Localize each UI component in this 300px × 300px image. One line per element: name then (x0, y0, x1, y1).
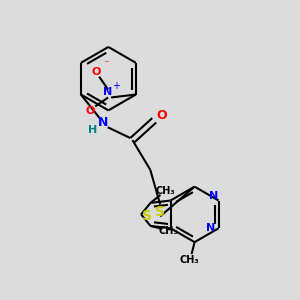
Text: O: O (92, 67, 101, 77)
Text: +: + (112, 81, 120, 91)
Text: N: N (209, 190, 218, 201)
Text: N: N (103, 86, 113, 97)
Text: N: N (98, 116, 108, 129)
Text: H: H (88, 125, 98, 135)
Text: CH₃: CH₃ (156, 186, 175, 196)
Text: S: S (155, 206, 165, 219)
Text: CH₃: CH₃ (180, 255, 200, 265)
Text: ⁻: ⁻ (103, 59, 109, 69)
Text: O: O (85, 106, 95, 116)
Text: CH₃: CH₃ (158, 226, 178, 236)
Text: O: O (157, 109, 167, 122)
Text: S: S (142, 209, 152, 224)
Text: N: N (206, 223, 215, 233)
